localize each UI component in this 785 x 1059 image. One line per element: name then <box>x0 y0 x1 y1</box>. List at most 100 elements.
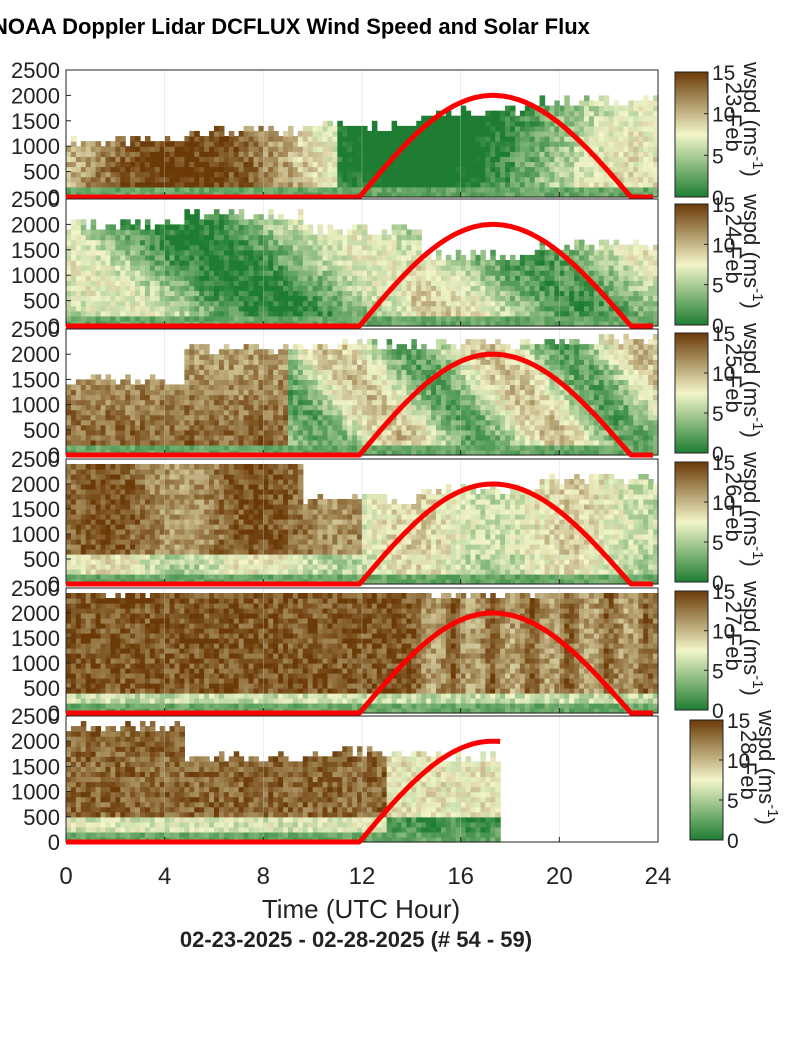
heatmap-cell <box>554 105 560 112</box>
heatmap-cell <box>115 305 121 312</box>
heatmap-cell <box>613 239 620 246</box>
heatmap-cell <box>643 254 649 261</box>
heatmap-cell <box>638 130 644 137</box>
heatmap-cell <box>105 234 111 241</box>
heatmap-cell <box>362 254 368 261</box>
heatmap-cell <box>218 181 225 188</box>
heatmap-cell <box>223 429 230 436</box>
heatmap-cell <box>643 244 649 251</box>
heatmap-cell <box>376 239 383 246</box>
heatmap-cell <box>593 270 600 276</box>
heatmap-cell <box>510 161 516 168</box>
heatmap-cell <box>238 354 245 360</box>
heatmap-cell <box>623 275 629 281</box>
heatmap-cell <box>539 95 546 102</box>
heatmap-cell <box>238 130 245 137</box>
heatmap-cell <box>485 315 491 322</box>
heatmap-cell <box>347 181 353 188</box>
heatmap-cell <box>120 315 126 322</box>
heatmap-cell <box>283 364 289 370</box>
heatmap-cell <box>307 244 314 251</box>
heatmap-cell <box>426 176 432 183</box>
heatmap-cell <box>179 444 185 451</box>
heatmap-cell <box>268 146 274 152</box>
heatmap-cell <box>317 414 324 421</box>
heatmap-cell <box>490 141 496 147</box>
heatmap-cell <box>445 320 452 327</box>
heatmap-cell <box>411 254 417 261</box>
heatmap-cell <box>588 270 595 276</box>
heatmap-cell <box>130 409 136 416</box>
heatmap-cell <box>366 171 373 178</box>
heatmap-cell <box>465 120 472 127</box>
heatmap-cell <box>613 166 620 173</box>
heatmap-cell <box>633 254 639 261</box>
heatmap-cell <box>302 151 309 157</box>
heatmap-cell <box>302 186 309 193</box>
heatmap-cell <box>218 136 225 142</box>
heatmap-cell <box>332 186 338 193</box>
heatmap-cell <box>302 295 309 302</box>
heatmap-cell <box>653 265 659 271</box>
heatmap-cell <box>144 224 151 231</box>
heatmap-cell <box>105 224 111 231</box>
heatmap-cell <box>426 136 432 142</box>
heatmap-cell <box>544 130 551 137</box>
heatmap-cell <box>110 259 116 266</box>
heatmap-cell <box>253 234 259 241</box>
heatmap-cell <box>100 419 107 426</box>
heatmap-cell <box>618 191 625 198</box>
heatmap-cell <box>302 146 309 152</box>
heatmap-cell <box>376 270 383 276</box>
heatmap-cell <box>608 105 615 112</box>
heatmap-cell <box>465 270 472 276</box>
heatmap-cell <box>352 259 358 266</box>
heatmap-cell <box>445 130 452 137</box>
heatmap-cell <box>179 439 185 446</box>
heatmap-cell <box>307 249 314 256</box>
heatmap-cell <box>574 105 580 112</box>
heatmap-cell <box>243 434 250 441</box>
heatmap-cell <box>218 394 225 401</box>
heatmap-cell <box>490 120 496 127</box>
heatmap-cell <box>465 295 472 302</box>
heatmap-cell <box>307 295 314 302</box>
heatmap-cell <box>263 404 269 411</box>
heatmap-cell <box>100 259 107 266</box>
heatmap-cell <box>164 156 171 163</box>
heatmap-cell <box>317 364 324 370</box>
heatmap-cell <box>421 181 427 188</box>
heatmap-cell <box>579 105 585 112</box>
heatmap-cell <box>199 229 205 236</box>
heatmap-cell <box>588 244 595 251</box>
heatmap-cell <box>445 166 452 173</box>
heatmap-cell <box>258 364 264 370</box>
heatmap-cell <box>105 379 111 386</box>
heatmap-cell <box>371 265 378 271</box>
heatmap-cell <box>268 285 274 292</box>
heatmap-cell <box>233 419 240 426</box>
heatmap-cell <box>584 270 590 276</box>
heatmap-cell <box>549 191 555 198</box>
heatmap-cell <box>159 229 166 236</box>
heatmap-cell <box>638 270 644 276</box>
heatmap-cell <box>411 275 417 281</box>
heatmap-cell <box>278 224 284 231</box>
heatmap-cell <box>317 424 324 431</box>
heatmap-cell <box>613 181 620 188</box>
heatmap-cell <box>312 239 319 246</box>
heatmap-cell <box>598 156 605 163</box>
heatmap-cell <box>470 191 477 198</box>
heatmap-cell <box>283 305 289 312</box>
heatmap-cell <box>307 384 314 391</box>
heatmap-cell <box>209 141 215 147</box>
heatmap-cell <box>317 125 324 132</box>
heatmap-cell <box>357 156 363 163</box>
heatmap-cell <box>228 146 235 152</box>
heatmap-cell <box>149 384 156 391</box>
heatmap-cell <box>332 280 338 286</box>
heatmap-cell <box>564 315 570 322</box>
heatmap-cell <box>362 224 368 231</box>
heatmap-cell <box>603 115 610 122</box>
heatmap-cell <box>164 409 171 416</box>
